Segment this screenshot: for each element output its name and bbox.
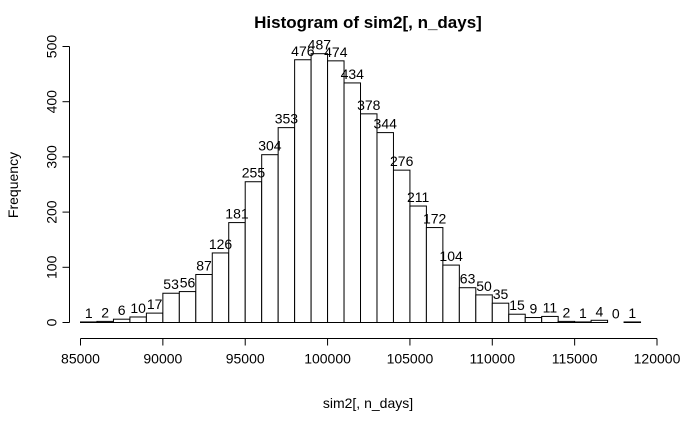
chart-title: Histogram of sim2[, n_days] xyxy=(254,13,482,32)
histogram-bar xyxy=(590,319,609,324)
bar-count-label: 126 xyxy=(209,236,233,252)
histogram-bar xyxy=(623,321,642,324)
histogram-bar xyxy=(195,273,213,324)
bar-count-label: 378 xyxy=(357,97,381,113)
bar-count-label: 35 xyxy=(493,286,509,302)
histogram-bar xyxy=(211,252,230,323)
histogram-bar xyxy=(310,53,329,324)
bar-count-label: 11 xyxy=(543,299,558,315)
histogram-bar xyxy=(458,287,477,323)
histogram-bar xyxy=(327,60,345,323)
bar-count-label: 15 xyxy=(509,297,525,313)
x-tick-label: 110000 xyxy=(469,351,515,367)
histogram-bar xyxy=(574,321,592,324)
histogram-bar xyxy=(96,320,114,323)
x-tick-label: 95000 xyxy=(226,351,265,367)
bar-count-label: 4 xyxy=(595,303,603,319)
y-tick-label: 0 xyxy=(44,318,60,326)
histogram-bar xyxy=(508,313,526,324)
bar-count-label: 255 xyxy=(242,165,266,181)
histogram-bar xyxy=(129,316,147,324)
histogram-bar xyxy=(277,127,296,323)
histogram-bar xyxy=(80,321,98,324)
bar-count-label: 10 xyxy=(130,300,146,316)
x-tick-label: 120000 xyxy=(634,351,681,367)
histogram-bar xyxy=(360,113,378,323)
bar-count-label: 304 xyxy=(258,138,282,154)
bar-count-label: 63 xyxy=(460,271,476,287)
y-tick-label: 100 xyxy=(44,255,60,279)
bar-count-label: 476 xyxy=(291,43,315,59)
bar-count-label: 53 xyxy=(163,276,179,292)
bar-count-label: 87 xyxy=(196,257,212,273)
x-axis: 85000 90000 95000 100000 105000 110000 115000 1… xyxy=(61,338,681,367)
bar-count-label: 276 xyxy=(390,153,414,169)
x-tick-label: 85000 xyxy=(61,351,100,367)
y-axis: 0 100 200 300 400 500 xyxy=(44,35,70,326)
bar-count-label: 50 xyxy=(476,278,492,294)
histogram-bar xyxy=(343,82,362,324)
bar-count-label: 353 xyxy=(275,111,299,127)
histogram-bar xyxy=(294,59,312,323)
histogram-bar xyxy=(244,181,263,323)
x-axis-label: sim2[, n_days] xyxy=(323,395,413,411)
bar-count-label: 17 xyxy=(147,296,163,312)
bar-count-label: 211 xyxy=(407,189,430,205)
histogram-bar xyxy=(178,291,197,323)
x-tick-label: 105000 xyxy=(387,351,434,367)
bar-count-label: 344 xyxy=(374,116,398,132)
bar-count-label: 2 xyxy=(563,304,571,320)
bar-count-label: 172 xyxy=(423,211,447,227)
bar-count-label: 56 xyxy=(180,275,196,291)
bar-count-label: 6 xyxy=(118,302,126,318)
x-tick-label: 115000 xyxy=(552,351,598,367)
histogram-bar xyxy=(162,292,180,323)
bar-count-label: 9 xyxy=(530,301,538,317)
histogram-bar xyxy=(442,264,460,323)
bar-count-label: 104 xyxy=(439,248,463,264)
bar-count-label: 2 xyxy=(101,304,109,320)
y-tick-label: 300 xyxy=(44,145,60,169)
bar-count-label: 0 xyxy=(612,306,620,322)
histogram-bar xyxy=(541,315,559,323)
histogram-bar xyxy=(145,312,164,323)
y-tick-label: 200 xyxy=(44,200,60,224)
histogram-bar xyxy=(425,227,444,323)
bars-group xyxy=(80,53,642,324)
bar-count-label: 1 xyxy=(628,305,636,321)
bar-count-label: 474 xyxy=(324,44,348,60)
bar-count-label: 181 xyxy=(225,206,249,222)
histogram-bar xyxy=(557,320,576,323)
bar-count-label: 1 xyxy=(85,305,93,321)
histogram-bar xyxy=(475,294,493,323)
histogram-bar xyxy=(112,318,131,324)
x-tick-label: 100000 xyxy=(304,351,351,367)
bar-count-label: 1 xyxy=(579,305,587,321)
y-tick-label: 500 xyxy=(44,35,60,59)
bar-count-label: 434 xyxy=(341,66,365,82)
y-axis-label: Frequency xyxy=(5,152,21,218)
y-tick-label: 400 xyxy=(44,90,60,114)
histogram-bar xyxy=(491,302,510,323)
x-tick-label: 90000 xyxy=(143,351,182,367)
histogram-bar xyxy=(524,317,543,323)
bar-count-label: 487 xyxy=(308,37,332,53)
